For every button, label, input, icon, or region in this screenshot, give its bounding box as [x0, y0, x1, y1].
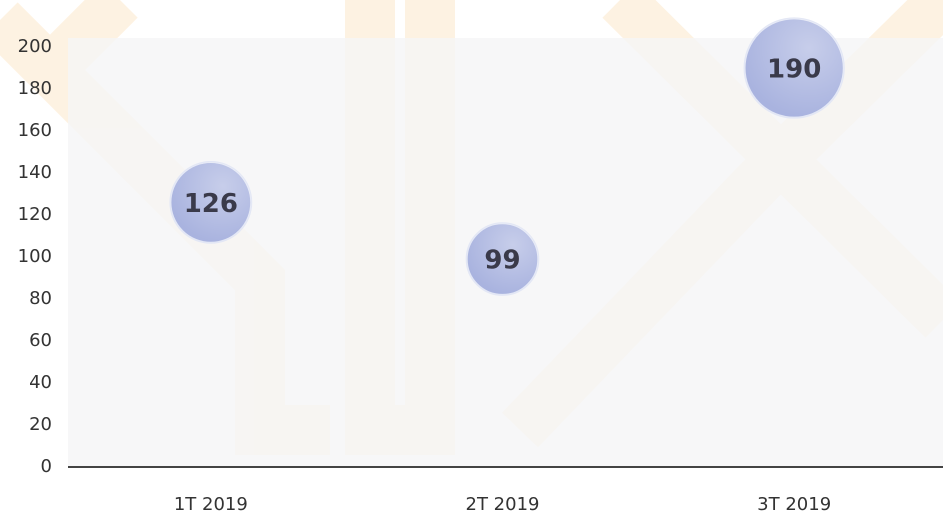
- y-tick-label: 60: [29, 330, 52, 351]
- data-label: 126: [184, 189, 238, 219]
- x-tick-label: 3T 2019: [757, 494, 831, 515]
- chart: 0 20 40 60 80 100 120 140 160 180 200 1T 2019 126 2T …: [0, 0, 943, 518]
- y-tick-label: 20: [29, 414, 52, 435]
- y-tick-label: 200: [18, 36, 52, 57]
- y-tick-label: 40: [29, 372, 52, 393]
- y-tick-label: 0: [41, 456, 52, 477]
- y-tick-label: 120: [18, 204, 52, 225]
- x-tick-label: 1T 2019: [174, 494, 248, 515]
- y-tick-label: 180: [18, 78, 52, 99]
- y-tick-label: 80: [29, 288, 52, 309]
- y-tick-label: 140: [18, 162, 52, 183]
- y-tick-label: 160: [18, 120, 52, 141]
- x-tick-label: 2T 2019: [466, 494, 540, 515]
- data-label: 190: [767, 55, 821, 85]
- y-tick-label: 100: [18, 246, 52, 267]
- data-label: 99: [484, 246, 520, 276]
